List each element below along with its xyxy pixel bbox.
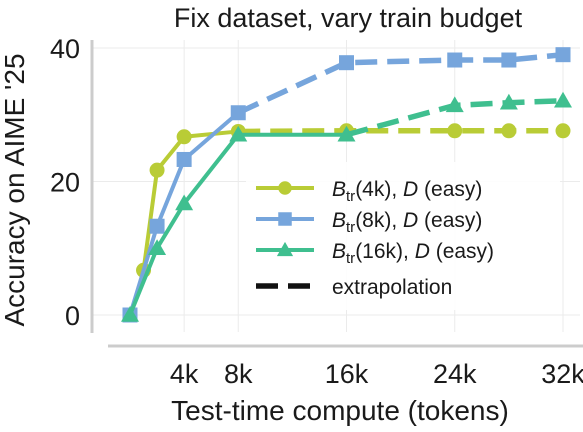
legend-text-part: tr — [346, 188, 355, 205]
data-point-square — [501, 52, 517, 68]
data-point-triangle — [276, 241, 294, 257]
legend-entry-label: Btr(16k), D (easy) — [332, 240, 494, 267]
series-line — [128, 111, 240, 316]
y-tick-label: 0 — [65, 301, 80, 331]
data-point-square — [149, 218, 165, 234]
data-point-triangle — [229, 125, 248, 142]
legend-text-part: tr — [346, 219, 355, 236]
legend-extrapolation-label: extrapolation — [332, 276, 452, 299]
x-tick-label: 4k — [170, 359, 199, 389]
x-tick-label: 24k — [433, 359, 477, 389]
y-tick-label: 40 — [50, 34, 80, 64]
data-point-square — [447, 52, 463, 68]
legend-text-part: B — [332, 240, 346, 263]
legend-text-part: (easy) — [430, 240, 494, 263]
data-point-triangle — [175, 194, 194, 211]
legend-text-part: D — [403, 209, 418, 232]
series — [121, 91, 572, 322]
data-point-square — [339, 55, 354, 71]
legend-text-part: (4k), — [355, 178, 403, 201]
data-point-circle — [176, 129, 192, 145]
x-tick-label: 32k — [541, 359, 583, 389]
legend-text-part: B — [332, 178, 346, 201]
x-tick-label: 16k — [325, 359, 369, 389]
legend-text-part: D — [403, 178, 418, 201]
data-point-triangle — [445, 96, 464, 113]
series — [122, 47, 571, 323]
legend-text-part: (easy) — [418, 209, 482, 232]
legend: Btr(4k), D (easy)Btr(8k), D (easy)Btr(16… — [246, 162, 560, 310]
data-point-triangle — [148, 239, 167, 255]
data-point-circle — [447, 123, 463, 139]
series-extrapolation-line — [345, 97, 564, 138]
data-point-square — [176, 151, 192, 167]
x-axis-label: Test-time compute (tokens) — [171, 395, 509, 426]
data-point-square — [278, 212, 292, 226]
legend-entry-label: Btr(8k), D (easy) — [332, 209, 482, 236]
data-point-circle — [278, 181, 292, 195]
data-point-triangle — [337, 125, 356, 142]
axes — [90, 40, 583, 348]
series-layer — [121, 47, 572, 323]
legend-text-part: (easy) — [418, 178, 482, 201]
data-point-square — [555, 47, 571, 63]
legend-entry-label: Btr(4k), D (easy) — [332, 178, 482, 205]
data-point-square — [230, 105, 246, 121]
data-point-circle — [501, 123, 517, 139]
legend-text-part: B — [332, 209, 346, 232]
data-point-circle — [149, 162, 165, 178]
legend-text-part: (8k), — [355, 209, 403, 232]
legend-text-part: D — [415, 240, 430, 263]
data-point-triangle — [499, 93, 518, 110]
y-axis-label: Accuracy on AIME '25 — [0, 53, 30, 326]
data-point-triangle — [554, 91, 572, 108]
legend-text-part: tr — [346, 250, 355, 267]
legend-text-part: (16k), — [355, 240, 415, 263]
tick-labels: 4k 8k 16k 24k 32k 0 20 40 — [50, 34, 583, 389]
series-extrapolation-line — [238, 128, 563, 135]
x-tick-label: 8k — [224, 359, 253, 389]
y-tick-label: 20 — [50, 168, 80, 198]
chart-title: Fix dataset, vary train budget — [174, 3, 523, 33]
data-point-triangle — [121, 306, 139, 322]
data-point-circle — [555, 123, 571, 139]
